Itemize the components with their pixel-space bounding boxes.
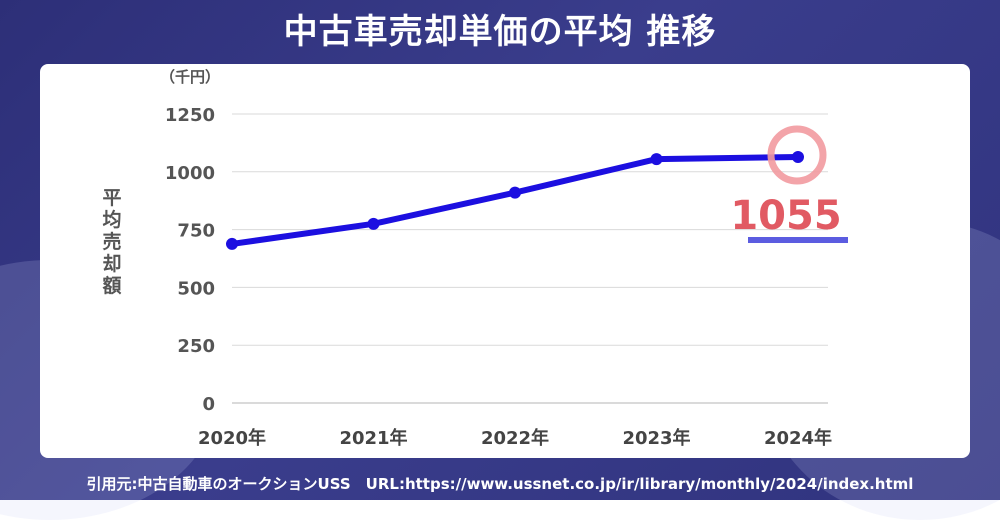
y-tick-label: 0 xyxy=(202,394,215,415)
y-tick-label: 250 xyxy=(177,336,215,357)
x-tick-label: 2024年 xyxy=(764,427,832,449)
highlight-circle xyxy=(767,125,827,185)
data-point xyxy=(650,153,663,166)
data-point xyxy=(792,151,804,164)
y-tick-label: 750 xyxy=(177,221,215,242)
y-tick-label: 500 xyxy=(177,278,215,299)
highlight-underline xyxy=(748,237,848,244)
data-point xyxy=(509,186,521,199)
y-axis-label: 平均売却額 xyxy=(102,187,121,297)
source-citation: 引用元:中古自動車のオークションUSS URL:https://www.ussn… xyxy=(86,475,914,493)
data-point xyxy=(226,237,238,250)
chart-card: 0 250 500 750 1000 1250 2020年 2021年 2022年 2023年 2… xyxy=(40,64,970,458)
y-tick-label: 1250 xyxy=(165,105,215,126)
x-tick-label: 2021年 xyxy=(339,427,407,449)
data-point xyxy=(367,217,380,230)
x-tick-label: 2023年 xyxy=(622,427,690,449)
highlight-value-label: 1055 xyxy=(730,193,841,239)
chart-title: 中古車売却単価の平均 推移 xyxy=(283,12,717,52)
line-chart: 0 250 500 750 1000 1250 2020年 2021年 2022年 2023年 2… xyxy=(102,68,848,449)
x-tick-label: 2022年 xyxy=(481,427,549,449)
series-line xyxy=(229,154,801,247)
y-unit-label: （千円） xyxy=(160,68,220,86)
y-tick-label: 1000 xyxy=(165,163,215,184)
x-tick-label: 2020年 xyxy=(198,427,266,449)
